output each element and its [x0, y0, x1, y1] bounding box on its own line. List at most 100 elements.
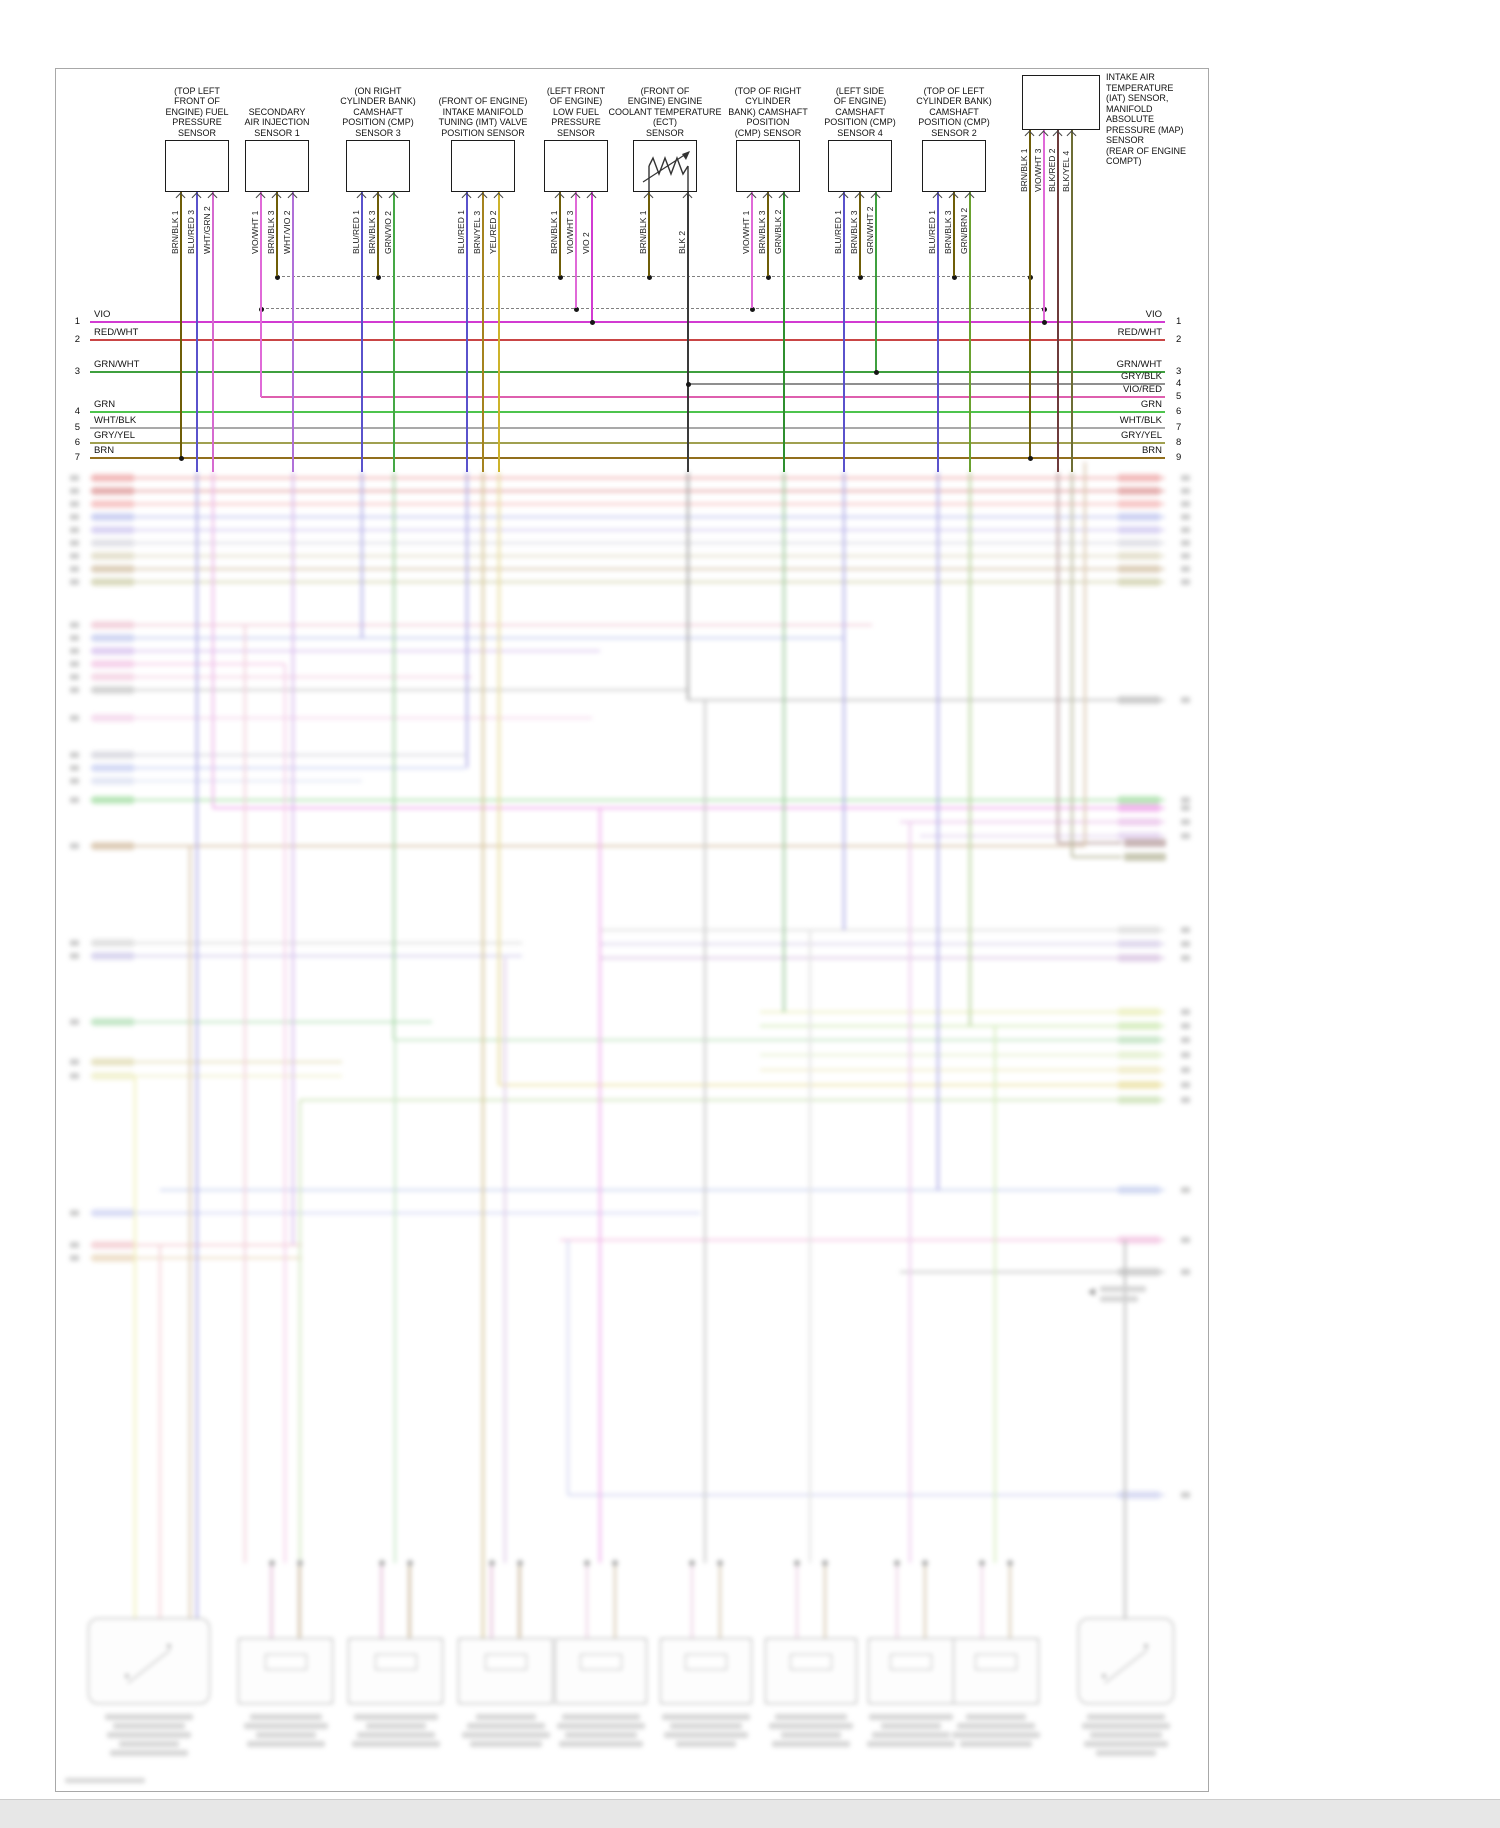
- line-number-right: [1181, 488, 1190, 494]
- wire-horizontal: [90, 779, 362, 783]
- junction-dot: [375, 274, 381, 280]
- bus-wire-gry-yel: [90, 442, 1165, 444]
- component-caption: [565, 1732, 637, 1738]
- wire-vertical: [158, 1245, 162, 1618]
- wire-label-chip-left: [92, 952, 134, 960]
- wire-horizontal: [1058, 841, 1122, 845]
- line-number-right: [1181, 475, 1190, 481]
- component-caption: [119, 1741, 179, 1747]
- wire-vertical: [751, 192, 753, 308]
- wire-label-chip-left: [92, 764, 134, 772]
- component-caption: [249, 1714, 322, 1720]
- wire-horizontal: [90, 649, 600, 653]
- wire-horizontal: [90, 954, 522, 958]
- sensor-label: SECONDARY AIR INJECTION SENSOR 1: [215, 107, 339, 139]
- junction-dot: [167, 1644, 171, 1648]
- line-number-right: [1181, 553, 1190, 559]
- wire-vertical: [243, 625, 247, 1563]
- component-caption: [469, 1741, 542, 1747]
- wire-label-chip-right: [1118, 1051, 1160, 1059]
- component-symbol: [790, 1654, 832, 1670]
- wire-horizontal: [920, 834, 1165, 838]
- wire-vertical: [291, 472, 295, 1245]
- wire-horizontal: [600, 942, 1165, 946]
- bus-label-right: BRN: [1141, 445, 1162, 456]
- component-caption: [775, 1714, 847, 1720]
- iat-label-line: TEMPERATURE: [1106, 82, 1174, 93]
- component-caption: [664, 1732, 748, 1738]
- wire-vertical: [292, 192, 294, 472]
- wire-vertical: [196, 192, 198, 472]
- wire-label-chip-right: [1118, 526, 1160, 534]
- bus-label-left: GRN: [94, 399, 116, 410]
- sensor-label: (TOP OF LEFT CYLINDER BANK) CAMSHAFT POSITI…: [892, 86, 1016, 139]
- sheet-border: [55, 68, 1209, 1792]
- sensor-label-line: (FRONT OF ENGINE): [438, 96, 528, 106]
- wire-label-chip-left: [92, 673, 134, 681]
- wire-vertical: [566, 1240, 570, 1495]
- line-number-right: [1181, 955, 1190, 961]
- line-number-left: [70, 566, 79, 572]
- component-caption: [246, 1741, 325, 1747]
- wire-vertical: [767, 192, 769, 276]
- line-number-right: [1181, 1237, 1190, 1243]
- wire-label-chip-right: [1118, 539, 1160, 547]
- component-caption: [670, 1723, 742, 1729]
- sensor-box-9: [922, 140, 986, 192]
- wire-vertical: [953, 192, 955, 276]
- junction-dot: [685, 381, 691, 387]
- junction-dot: [873, 369, 879, 375]
- bus-line-number-right: 6: [1176, 406, 1182, 417]
- wire-vertical: [782, 472, 786, 1012]
- wire-vertical: [497, 472, 501, 1085]
- wire-label-chip-right: [1118, 954, 1160, 962]
- wire-label-chip-left: [92, 647, 134, 655]
- wire-vertical: [503, 958, 507, 1563]
- wire-label-chip-right: [1124, 853, 1166, 861]
- sensor-box-2: [245, 140, 309, 192]
- bus-line-number-right: 3: [1176, 366, 1182, 377]
- component-symbol: [484, 1654, 527, 1670]
- wire-vertical: [276, 192, 278, 276]
- component-caption: [466, 1723, 545, 1729]
- wire-horizontal: [499, 1083, 1165, 1087]
- bus-label-left: RED/WHT: [94, 327, 139, 338]
- line-number-right: [1181, 514, 1190, 520]
- junction-dot: [1027, 455, 1033, 461]
- wire-horizontal: [394, 1038, 1165, 1042]
- wire-horizontal: [90, 798, 1165, 802]
- wire-horizontal: [90, 502, 1165, 506]
- bus-wire-wht-blk: [90, 427, 1165, 429]
- wire-vertical: [260, 192, 262, 397]
- component-caption: [869, 1714, 953, 1720]
- wire-vertical: [690, 1563, 694, 1638]
- component-caption: [107, 1732, 191, 1738]
- sensor-label: (TOP LEFT FRONT OF ENGINE) FUEL PRESSURE SEN…: [135, 86, 259, 139]
- component-caption: [113, 1723, 185, 1729]
- wire-vertical: [718, 1563, 722, 1638]
- line-number-left: [70, 940, 79, 946]
- note-arrow-icon: [1088, 1288, 1095, 1296]
- line-number-right: [1181, 697, 1190, 703]
- wire-vertical: [298, 1563, 301, 1638]
- junction-dot: [557, 274, 563, 280]
- bus-label-right: RED/WHT: [1117, 327, 1162, 338]
- component-caption: [957, 1723, 1035, 1729]
- iat-label-line: MANIFOLD: [1106, 103, 1153, 114]
- wire-horizontal: [90, 941, 522, 945]
- junction-dot: [951, 274, 957, 280]
- bus-wire-brn: [90, 457, 1165, 459]
- wire-vertical: [518, 1563, 521, 1638]
- component-symbol: [580, 1654, 622, 1670]
- sensor-label-line: (FRONT OF: [640, 85, 690, 96]
- junction-dot: [573, 306, 579, 312]
- component-caption: [676, 1741, 736, 1747]
- wire-horizontal: [90, 567, 1165, 571]
- component-caption: [562, 1714, 640, 1720]
- wire-label-chip-right: [1118, 940, 1160, 948]
- bus-wire-vio: [90, 321, 1165, 323]
- sensor-label-line: CYLINDER BANK): [916, 96, 992, 106]
- wire-horizontal: [90, 675, 472, 679]
- sensor-box-7: [736, 140, 800, 192]
- component-caption: [365, 1723, 426, 1729]
